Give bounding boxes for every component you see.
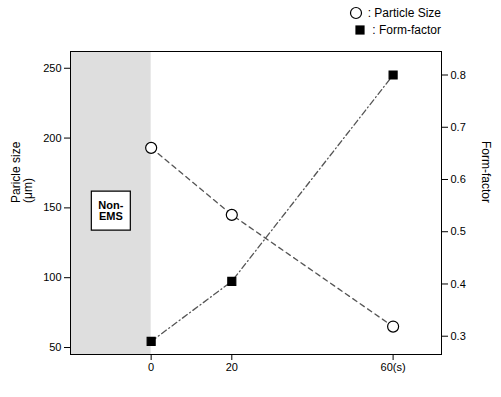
svg-text:20: 20: [226, 361, 238, 373]
svg-text:60(s): 60(s): [381, 361, 406, 373]
svg-text:0.7: 0.7: [451, 121, 466, 133]
svg-text:0.4: 0.4: [451, 277, 466, 289]
svg-text:250: 250: [43, 62, 61, 74]
svg-text:Paricle size(μm): Paricle size(μm): [9, 141, 35, 203]
svg-text:0.3: 0.3: [451, 330, 466, 342]
svg-text:Form-factor: Form-factor: [479, 141, 493, 203]
html-text:: Particle Size: : Particle Size: [367, 6, 441, 20]
svg-text:0.6: 0.6: [451, 173, 466, 185]
svg-text:100: 100: [43, 271, 61, 283]
svg-text:0.8: 0.8: [451, 69, 466, 81]
svg-text:200: 200: [43, 132, 61, 144]
svg-text:Non-EMS: Non-EMS: [98, 199, 123, 222]
svg-text:0.5: 0.5: [451, 225, 466, 237]
svg-text:0: 0: [148, 361, 154, 373]
svg-text:150: 150: [43, 201, 61, 213]
html-text:: Form-factor: : Form-factor: [372, 23, 441, 37]
svg-text:50: 50: [49, 341, 61, 353]
